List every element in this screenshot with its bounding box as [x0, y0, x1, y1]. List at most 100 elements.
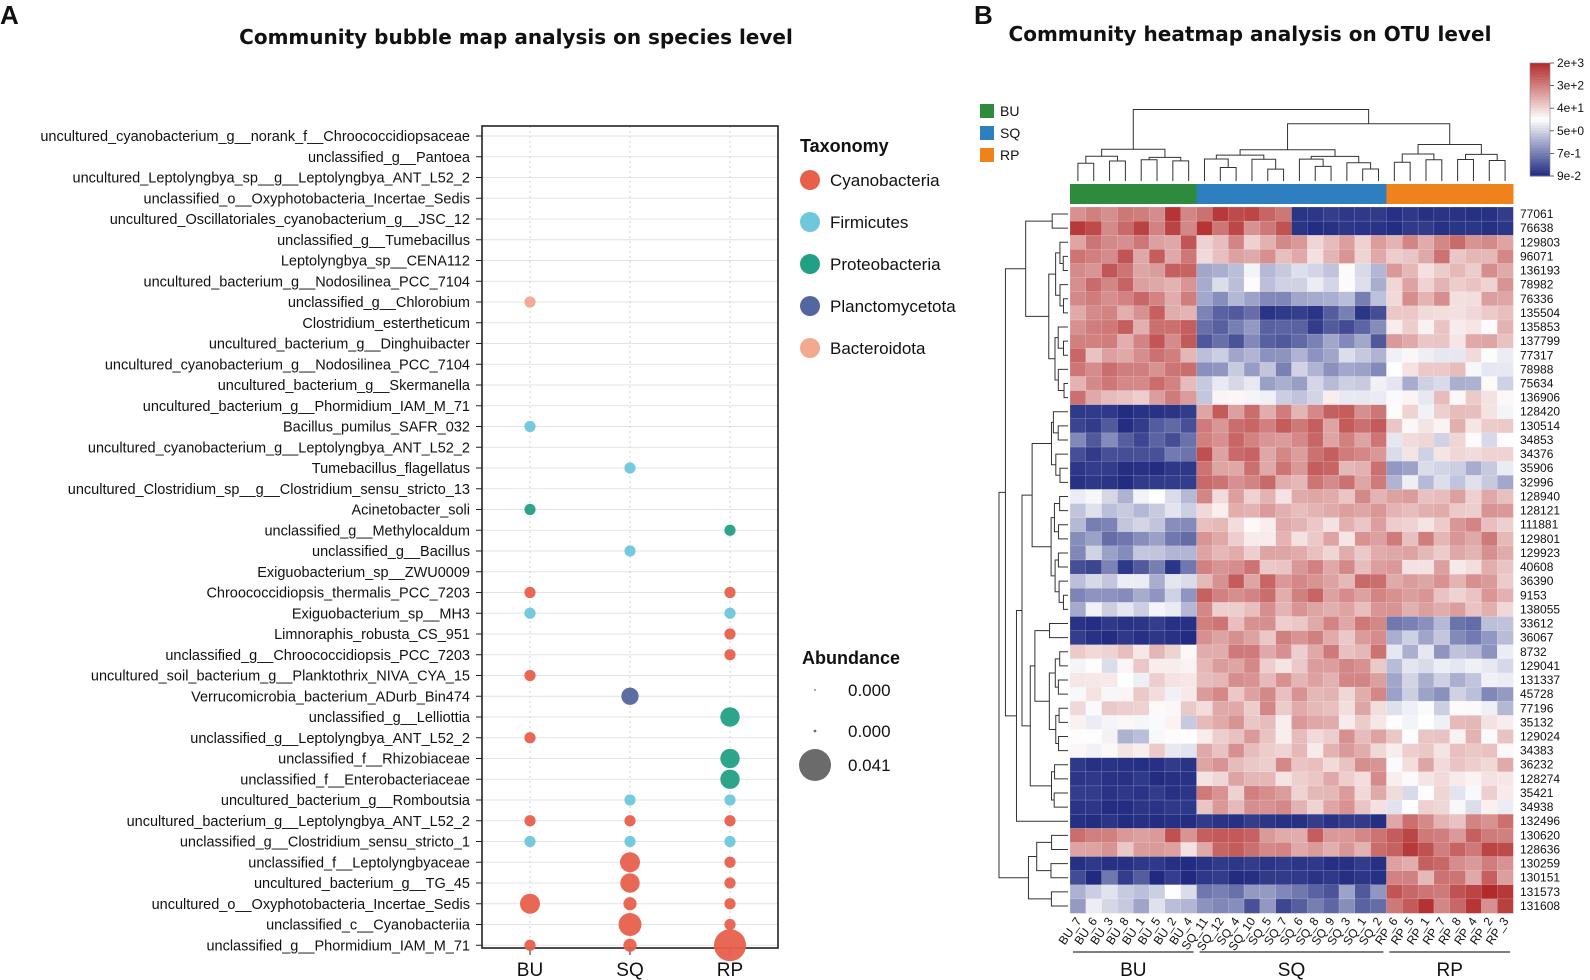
heatmap-cell: [1481, 475, 1498, 490]
heatmap-cell: [1180, 235, 1198, 250]
dendrogram-branch: [1025, 220, 1053, 317]
heatmap-cell: [1338, 235, 1356, 250]
heatmap-cell: [1497, 686, 1514, 702]
heatmap-cell: [1402, 390, 1419, 406]
otu-label: 78982: [1520, 278, 1554, 292]
heatmap-cell: [1449, 348, 1467, 363]
heatmap-cell: [1402, 757, 1419, 773]
heatmap-cell: [1417, 658, 1435, 674]
heatmap-cell: [1322, 362, 1340, 378]
heatmap-cell: [1354, 828, 1372, 843]
group-bar-segment: [1244, 184, 1261, 204]
heatmap-cell: [1481, 616, 1498, 632]
color-key-step: [1530, 142, 1550, 146]
heatmap-cell: [1402, 489, 1419, 505]
heatmap-cell: [1133, 658, 1150, 674]
bubble-point: [724, 835, 736, 848]
heatmap-cell: [1481, 856, 1498, 872]
heatmap-cell: [1148, 686, 1166, 702]
heatmap-cell: [1338, 418, 1356, 434]
heatmap-cell: [1386, 489, 1403, 505]
otu-label: 132496: [1520, 814, 1560, 828]
heatmap-cell: [1117, 616, 1134, 632]
heatmap-cell: [1481, 418, 1498, 434]
heatmap-cell: [1402, 672, 1419, 688]
heatmap-cell: [1212, 319, 1229, 335]
heatmap-cell: [1196, 418, 1213, 434]
heatmap-cell: [1275, 545, 1293, 561]
group-bar-segment: [1465, 184, 1482, 204]
heatmap-cell: [1338, 559, 1356, 575]
heatmap-cell: [1497, 235, 1514, 250]
taxonomy-legend-title: Taxonomy: [800, 136, 889, 156]
heatmap-cell: [1085, 658, 1103, 674]
heatmap-cell: [1291, 602, 1308, 618]
heatmap-cell: [1243, 630, 1261, 646]
heatmap-cell: [1481, 658, 1498, 674]
heatmap-cell: [1322, 771, 1340, 787]
heatmap-cell: [1275, 828, 1293, 843]
color-key-step: [1530, 164, 1550, 169]
heatmap-cell: [1148, 588, 1166, 603]
otu-label: 45728: [1520, 687, 1554, 701]
heatmap-cell: [1101, 404, 1119, 420]
heatmap-cell: [1101, 460, 1119, 476]
heatmap-cell: [1117, 475, 1134, 490]
heatmap-cell: [1402, 898, 1419, 914]
dendrogram-branch: [1027, 856, 1052, 900]
heatmap-cell: [1117, 898, 1134, 914]
heatmap-cell: [1164, 545, 1182, 561]
heatmap-cell: [1164, 517, 1182, 533]
heatmap-cell: [1180, 757, 1198, 773]
heatmap-cell: [1228, 630, 1245, 646]
heatmap-cell: [1433, 898, 1451, 914]
heatmap-cell: [1180, 616, 1198, 632]
heatmap-cell: [1196, 757, 1213, 773]
heatmap-cell: [1433, 475, 1451, 490]
heatmap-cell: [1196, 588, 1213, 603]
group-bar-segment: [1291, 184, 1308, 204]
heatmap-cell: [1212, 517, 1229, 533]
heatmap-cell: [1243, 616, 1261, 632]
heatmap-cell: [1465, 686, 1482, 702]
heatmap-cell: [1164, 206, 1182, 222]
heatmap-cell: [1275, 235, 1293, 250]
heatmap-cell: [1497, 362, 1514, 378]
bubble-point: [720, 748, 740, 769]
heatmap-cell: [1417, 602, 1435, 618]
heatmap-cell: [1259, 418, 1277, 434]
heatmap-cell: [1259, 277, 1277, 293]
heatmap-cell: [1101, 672, 1119, 688]
dendrogram-branch: [1049, 623, 1068, 639]
heatmap-cell: [1354, 616, 1372, 632]
heatmap-cell: [1465, 404, 1482, 420]
heatmap-cell: [1180, 729, 1198, 745]
bubble-point: [524, 296, 536, 308]
heatmap-cell: [1417, 446, 1435, 462]
heatmap-cell: [1085, 503, 1103, 519]
heatmap-cell: [1402, 644, 1419, 660]
heatmap-cell: [1069, 771, 1087, 787]
heatmap-cell: [1386, 771, 1403, 787]
bubble-point: [524, 732, 536, 744]
group-bar-segment: [1354, 184, 1372, 204]
heatmap-cell: [1180, 206, 1198, 222]
heatmap-cell: [1259, 489, 1277, 505]
heatmap-cell: [1481, 545, 1498, 561]
heatmap-cell: [1164, 658, 1182, 674]
heatmap-cell: [1069, 432, 1087, 448]
heatmap-cell: [1338, 813, 1356, 829]
heatmap-cell: [1196, 249, 1213, 265]
heatmap-cell: [1133, 828, 1150, 843]
heatmap-cell: [1243, 771, 1261, 787]
heatmap-cell: [1338, 715, 1356, 731]
heatmap-cell: [1291, 559, 1308, 575]
color-key-step: [1530, 116, 1550, 120]
heatmap-cell: [1243, 856, 1261, 872]
heatmap-cell: [1228, 460, 1245, 476]
heatmap-cell: [1133, 404, 1150, 420]
heatmap-cell: [1386, 616, 1403, 632]
bubble-point: [623, 897, 637, 911]
heatmap-cell: [1275, 517, 1293, 533]
